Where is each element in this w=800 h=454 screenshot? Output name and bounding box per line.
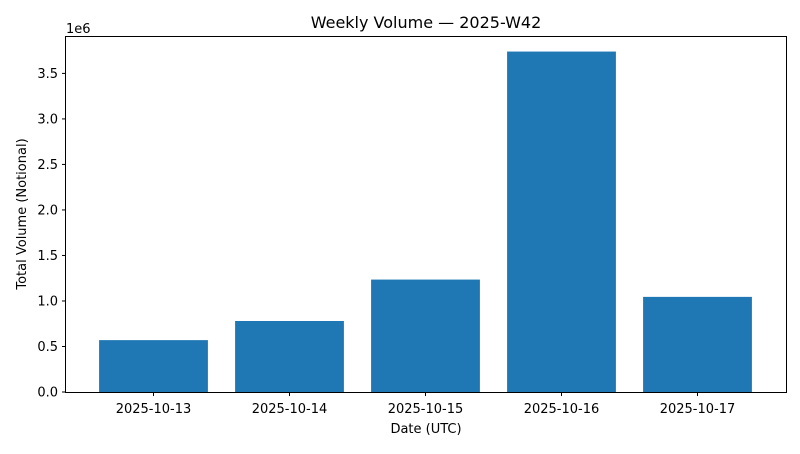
bar-2025-10-13 bbox=[99, 340, 208, 392]
y-tick-label: 1.5 bbox=[37, 249, 58, 264]
bar-2025-10-15 bbox=[371, 279, 480, 392]
y-tick-label: 3.5 bbox=[37, 67, 58, 82]
y-axis-offset-label: 1e6 bbox=[66, 22, 91, 37]
x-tick-label: 2025-10-15 bbox=[388, 402, 464, 417]
bar-2025-10-16 bbox=[507, 51, 616, 393]
bar-2025-10-14 bbox=[235, 321, 344, 392]
x-tick-label: 2025-10-14 bbox=[252, 402, 328, 417]
bars-layer bbox=[99, 51, 752, 393]
y-tick-label: 2.0 bbox=[37, 203, 58, 218]
plot-frame bbox=[65, 36, 787, 393]
x-tick-label: 2025-10-13 bbox=[116, 402, 192, 417]
chart-title: Weekly Volume — 2025-W42 bbox=[311, 13, 542, 32]
y-tick-label: 3.0 bbox=[37, 112, 58, 127]
x-axis-label: Date (UTC) bbox=[390, 422, 461, 437]
y-tick-label: 0.0 bbox=[37, 386, 58, 401]
x-tick-label: 2025-10-17 bbox=[660, 402, 736, 417]
y-axis-label: Total Volume (Notional) bbox=[15, 138, 30, 290]
bar-2025-10-17 bbox=[643, 296, 752, 392]
x-tick-label: 2025-10-16 bbox=[524, 402, 600, 417]
y-tick-label: 2.5 bbox=[37, 158, 58, 173]
y-tick-label: 0.5 bbox=[37, 340, 58, 355]
ticks-layer: 2025-10-13 2025-10-14 2025-10-15 2025-10-16… bbox=[37, 67, 735, 417]
y-tick-label: 1.0 bbox=[37, 294, 58, 309]
